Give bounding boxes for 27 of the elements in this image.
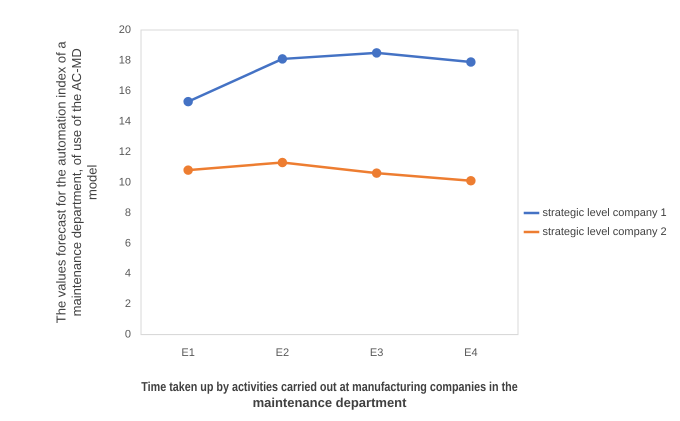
y-tick-label: 8 — [124, 206, 132, 219]
x-tick-label: E1 — [181, 347, 195, 360]
point — [183, 165, 193, 175]
y-tick-label: 12 — [118, 146, 132, 158]
y-tick-label: 18 — [118, 54, 132, 66]
y-tick-label: 6 — [124, 237, 132, 250]
x-tick-label: E4 — [464, 347, 478, 360]
x-tick-label: E3 — [370, 347, 384, 360]
y-tick-label: 20 — [118, 24, 132, 36]
point — [372, 168, 382, 178]
x-tick-label: E2 — [276, 347, 290, 360]
y-tick-label: 16 — [118, 84, 132, 97]
x-axis-title: Time taken up by activities carried out at manufacturing companies in the maintenance department — [141, 379, 518, 410]
y-tick-label: 14 — [118, 115, 132, 128]
legend-label: strategic level company 2 — [542, 226, 667, 238]
point — [466, 176, 476, 186]
y-tick-label: 10 — [118, 176, 132, 188]
point — [278, 54, 288, 64]
y-tick-label: 4 — [124, 268, 132, 280]
point — [466, 57, 476, 67]
y-tick-label: 2 — [124, 298, 132, 310]
point — [372, 48, 382, 58]
y-axis-title: The values forecast for the automation index of a maintenance department, of use of the AC-MD model — [53, 40, 100, 324]
y-tick-label: 0 — [124, 328, 132, 341]
point — [278, 158, 288, 168]
point — [183, 96, 193, 106]
legend-label: strategic level company 1 — [542, 207, 667, 220]
